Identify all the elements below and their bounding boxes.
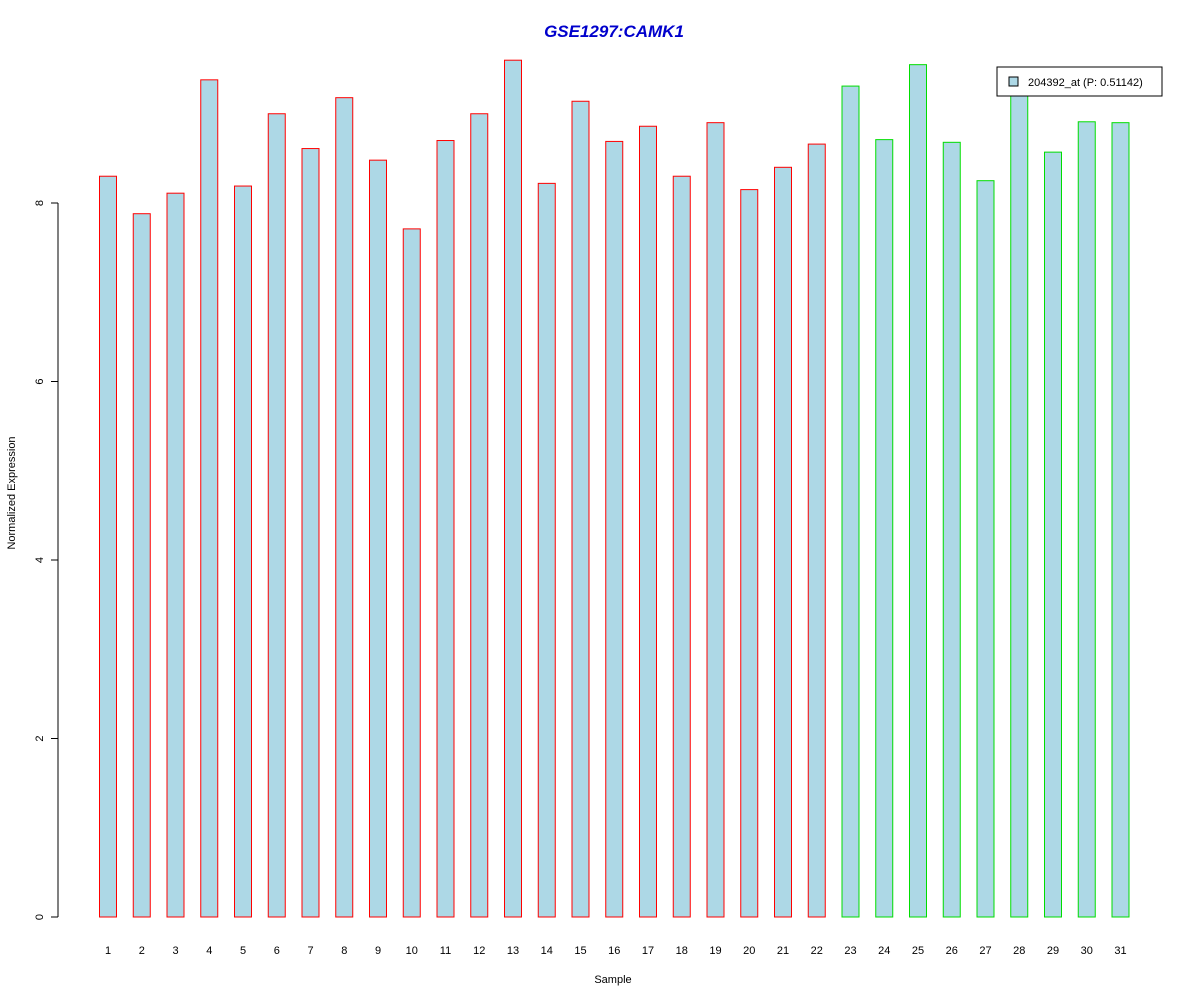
- bar-sample-21: [774, 166, 792, 918]
- x-tick-label: 30: [1081, 945, 1093, 957]
- bar-sample-17: [639, 125, 657, 918]
- bar-sample-10: [402, 228, 421, 918]
- x-tick-label: 6: [274, 945, 280, 957]
- x-tick-label: 17: [642, 945, 654, 957]
- bar-sample-31: [1111, 122, 1130, 918]
- bar-sample-23: [841, 85, 860, 918]
- bar-sample-22: [807, 143, 826, 918]
- bar-sample-5: [234, 185, 252, 918]
- x-tick-label: 1: [105, 945, 111, 957]
- x-tick-label: 2: [139, 945, 145, 957]
- x-tick-label: 18: [676, 945, 688, 957]
- x-tick-label: 19: [709, 945, 721, 957]
- x-tick-label: 5: [240, 945, 246, 957]
- y-tick-label: 2: [34, 735, 46, 741]
- bar-sample-15: [571, 100, 590, 918]
- bar-sample-1: [99, 175, 117, 918]
- chart-title: GSE1297:CAMK1: [544, 22, 684, 41]
- bar-sample-20: [740, 189, 759, 918]
- x-tick-label: 25: [912, 945, 924, 957]
- y-tick-label: 6: [34, 378, 46, 384]
- y-axis: 0 2 4 6 8: [34, 200, 59, 920]
- x-tick-label: 8: [341, 945, 347, 957]
- x-tick-label: 13: [507, 945, 519, 957]
- bar-sample-7: [301, 148, 320, 918]
- bar-sample-13: [504, 59, 522, 918]
- bar-sample-16: [605, 140, 624, 918]
- x-tick-label: 12: [473, 945, 485, 957]
- x-tick-label: 10: [406, 945, 418, 957]
- bar-sample-14: [537, 182, 556, 918]
- x-tick-label: 21: [777, 945, 789, 957]
- x-tick-label: 14: [541, 945, 553, 957]
- bar-sample-12: [470, 113, 489, 918]
- x-tick-labels: 1 2 3 4 5 6 7 8 9 10 11 12 13 14 15 16 17 18 19 20 21 22 23 24 2…: [105, 945, 1127, 957]
- x-tick-label: 29: [1047, 945, 1059, 957]
- x-tick-label: 20: [743, 945, 755, 957]
- bar-sample-8: [335, 97, 354, 918]
- bar-sample-29: [1044, 151, 1062, 918]
- bar-sample-19: [706, 122, 725, 918]
- legend-swatch: [1008, 76, 1019, 87]
- bar-sample-18: [672, 175, 691, 918]
- legend: 204392_at (P: 0.51142): [996, 66, 1163, 97]
- bar-sample-4: [200, 79, 219, 918]
- x-tick-label: 16: [608, 945, 620, 957]
- x-tick-label: 26: [946, 945, 958, 957]
- x-tick-label: 7: [307, 945, 313, 957]
- x-tick-label: 23: [844, 945, 856, 957]
- bars: [99, 59, 1130, 918]
- x-tick-label: 3: [172, 945, 178, 957]
- legend-label: 204392_at (P: 0.51142): [1028, 77, 1143, 89]
- bar-sample-25: [909, 64, 927, 918]
- x-tick-label: 28: [1013, 945, 1025, 957]
- x-tick-label: 27: [979, 945, 991, 957]
- x-tick-label: 24: [878, 945, 890, 957]
- y-tick-label: 8: [34, 200, 46, 206]
- bar-sample-6: [267, 113, 286, 918]
- y-tick-label: 0: [34, 914, 46, 920]
- x-tick-label: 9: [375, 945, 381, 957]
- bar-sample-3: [166, 192, 185, 918]
- bar-sample-27: [976, 180, 995, 918]
- bar-sample-30: [1077, 121, 1096, 918]
- x-tick-label: 15: [574, 945, 586, 957]
- x-tick-label: 22: [811, 945, 823, 957]
- x-tick-label: 11: [440, 945, 451, 957]
- x-tick-label: 4: [206, 945, 212, 957]
- x-axis-label: Sample: [594, 974, 631, 986]
- bar-sample-26: [942, 141, 961, 918]
- bar-sample-11: [436, 140, 455, 918]
- legend-box: [996, 66, 1163, 97]
- bar-sample-24: [875, 139, 894, 918]
- bar-sample-28: [1010, 91, 1029, 918]
- x-tick-label: 31: [1114, 945, 1126, 957]
- y-tick-label: 4: [34, 557, 46, 563]
- bar-sample-2: [132, 213, 151, 918]
- bar-sample-9: [369, 159, 387, 918]
- y-axis-label: Normalized Expression: [6, 436, 18, 549]
